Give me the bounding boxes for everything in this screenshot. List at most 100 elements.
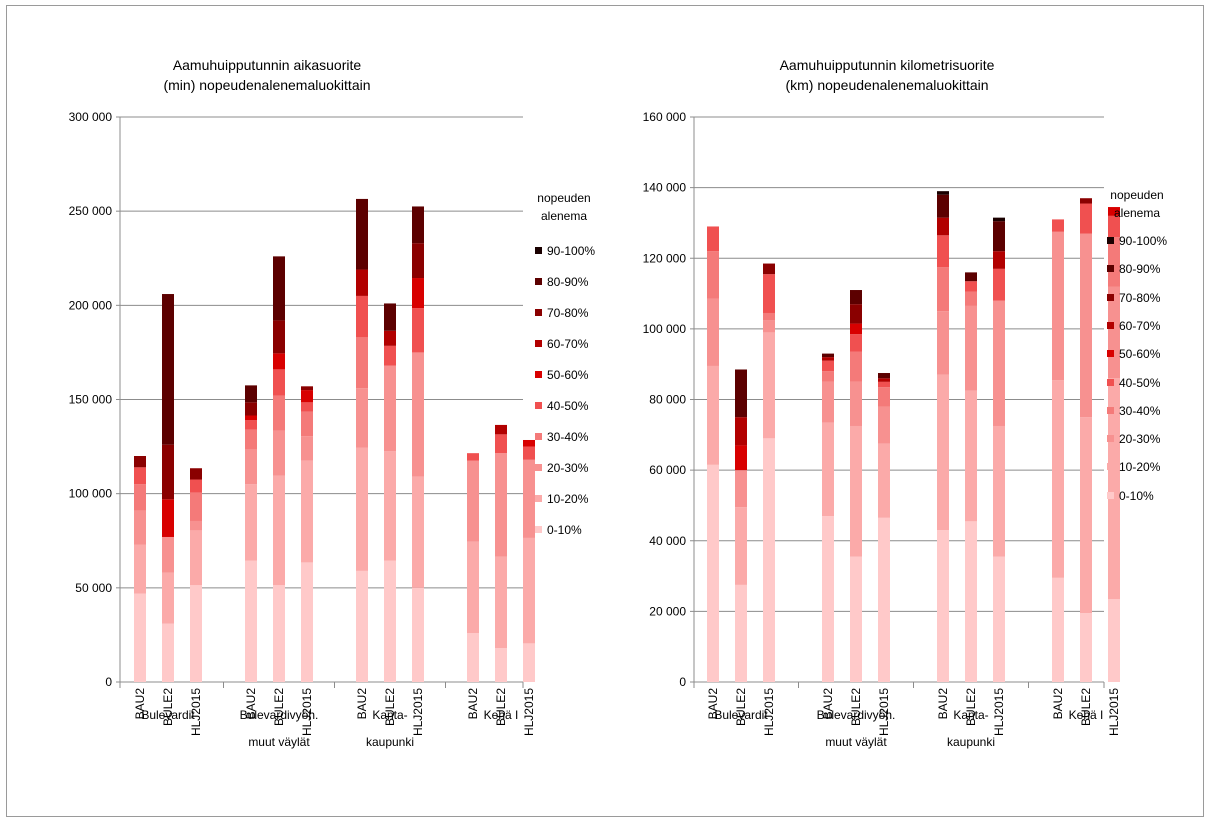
bar-segment	[1080, 203, 1092, 234]
bar-segment	[245, 402, 257, 416]
bar-segment	[467, 453, 479, 461]
category-label: HLJ2015	[522, 688, 536, 736]
bar-segment	[356, 337, 368, 389]
bar-segment	[937, 217, 949, 236]
category-label: BAU2	[355, 688, 369, 720]
bar-segment	[495, 424, 507, 435]
y-tick-label: 300 000	[69, 110, 113, 124]
legend-swatch	[535, 340, 542, 347]
category-label: BULE2	[494, 688, 508, 726]
bar-segment	[356, 447, 368, 571]
bar-segment	[134, 544, 146, 594]
legend-label: 90-100%	[1119, 234, 1168, 248]
plot-area: 0 50 000 100 000 150 000 200 000 250 000 300 0…	[69, 110, 536, 749]
bar-segment	[707, 464, 719, 682]
bar-segment	[495, 453, 507, 557]
category-label: BAU2	[821, 688, 835, 720]
bar-segment	[965, 291, 977, 306]
bar-segment	[523, 459, 535, 538]
group-label: kaupunki	[947, 735, 995, 749]
legend-swatch	[1107, 350, 1114, 358]
bar-segment	[850, 425, 862, 557]
bar-segment	[763, 312, 775, 321]
bar-segment	[134, 510, 146, 545]
bar-segment	[384, 560, 396, 682]
category-label: BULE2	[383, 688, 397, 726]
bar-segment	[822, 357, 834, 361]
bar-segment	[1052, 231, 1064, 381]
chart-title-line-1: Aamuhuipputunnin aikasuorite	[172, 57, 362, 73]
bar-segment	[822, 353, 834, 358]
bar-segment	[735, 417, 747, 446]
bar-segment	[301, 390, 313, 403]
legend-label: 30-40%	[547, 430, 589, 444]
legend: 90-100% 80-90% 70-80% 60-70% 50-60% 40-50% 30-…	[535, 244, 605, 614]
bar-segment	[850, 304, 862, 324]
bar-segment	[495, 648, 507, 682]
chart-title-line-1: Aamuhuipputunnin kilometrisuorite	[779, 57, 995, 73]
bar-segment	[707, 365, 719, 465]
bar-segment	[412, 278, 424, 309]
bar-segment	[937, 194, 949, 218]
bar-segment	[356, 295, 368, 338]
bar-segment	[937, 374, 949, 531]
bar-segment	[878, 378, 890, 382]
category-label: HLJ2015	[189, 688, 203, 736]
bar-segment	[1108, 215, 1120, 238]
bar-segment	[134, 593, 146, 682]
group-label: Kehä I	[484, 708, 519, 722]
legend-label: 20-30%	[1119, 432, 1161, 447]
bar-segment	[763, 332, 775, 439]
bar-segment	[356, 198, 368, 270]
legend-title-line-2: alenema	[540, 209, 588, 223]
legend-swatch	[1107, 491, 1114, 499]
bar-segment	[822, 516, 834, 682]
bar-segment	[1080, 417, 1092, 614]
bar-segment	[735, 584, 747, 682]
bar-segment	[190, 585, 202, 682]
y-tick-label: 60 000	[649, 463, 686, 477]
bar-segment	[273, 353, 285, 370]
legend-label: 0-10%	[547, 523, 582, 537]
chart-distance-performance: Aamuhuipputunnin kilometrisuorite (km) n…	[607, 6, 1205, 818]
category-label: HLJ2015	[411, 688, 425, 736]
plot-area: 0 20 000 40 000 60 000 80 000 100 000 120 000 1…	[643, 110, 1121, 749]
bar-segment	[735, 445, 747, 471]
bar-segment	[993, 300, 1005, 426]
bar-segment	[707, 298, 719, 366]
bar-segment	[245, 429, 257, 450]
bar-segment	[273, 475, 285, 586]
chart-title: Aamuhuipputunnin kilometrisuorite (km) n…	[752, 55, 1022, 95]
bar-segment	[735, 369, 747, 418]
bar-segment	[937, 191, 949, 195]
bar-segment	[1052, 577, 1064, 682]
bar-segment	[134, 467, 146, 485]
legend-label: 20-30%	[547, 461, 589, 475]
bar-segment	[707, 251, 719, 299]
category-label: BULE2	[1079, 688, 1093, 726]
group-label: Kehä I	[1069, 708, 1104, 722]
bar-segment	[245, 449, 257, 485]
legend-swatch	[535, 247, 542, 254]
category-label: BULE2	[272, 688, 286, 726]
bar-segment	[190, 468, 202, 480]
group-label: muut väylät	[248, 735, 310, 749]
category-label: HLJ2015	[300, 688, 314, 736]
chart-title-line-2: (km) nopeudenalenemaluokittain	[785, 77, 989, 93]
category-label: BULE2	[161, 688, 175, 726]
group-label: Bulevardivyöh.	[240, 708, 319, 722]
y-tick-label: 160 000	[643, 110, 687, 124]
legend-label: 50-60%	[547, 368, 589, 382]
bar-segment	[273, 369, 285, 396]
bar-segment	[993, 251, 1005, 269]
category-label: BULE2	[964, 688, 978, 726]
bar-segment	[850, 381, 862, 426]
legend-swatch	[535, 495, 542, 502]
bar-segment	[878, 387, 890, 407]
legend-swatch	[535, 309, 542, 316]
bar-segment	[162, 572, 174, 624]
bar-segment	[356, 570, 368, 682]
legend-label: 60-70%	[1119, 318, 1161, 333]
bar-segment	[412, 308, 424, 353]
bar-segment	[523, 643, 535, 682]
